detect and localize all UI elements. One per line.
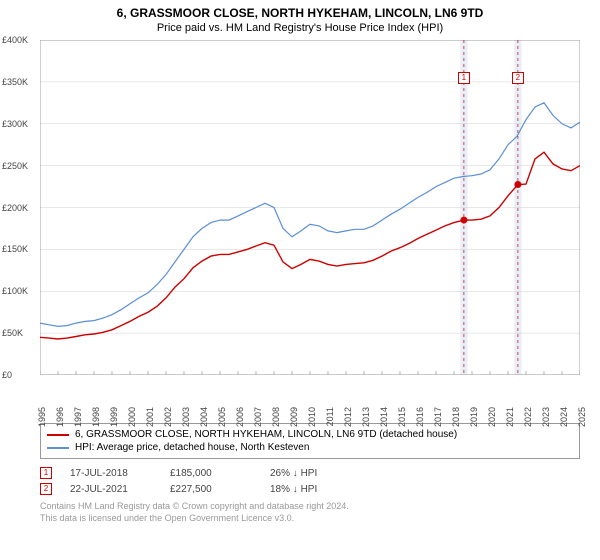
sales-row-delta: 18% ↓ HPI <box>270 484 370 495</box>
x-axis-label: 2018 <box>451 407 461 427</box>
x-axis-label: 2019 <box>469 407 479 427</box>
y-axis-label: £300K <box>2 119 28 129</box>
x-axis-label: 2004 <box>199 407 209 427</box>
chart-svg <box>40 40 580 375</box>
sales-row-marker: 2 <box>40 483 52 495</box>
x-axis-label: 1995 <box>37 407 47 427</box>
x-axis-label: 1999 <box>109 407 119 427</box>
x-axis-label: 2012 <box>343 407 353 427</box>
x-axis-label: 1998 <box>91 407 101 427</box>
x-axis-label: 2001 <box>145 407 155 427</box>
x-axis-label: 2011 <box>325 407 335 426</box>
x-axis-label: 1997 <box>73 407 83 427</box>
y-axis-label: £200K <box>2 203 28 213</box>
x-axis-label: 2005 <box>217 407 227 427</box>
x-axis-label: 2021 <box>505 407 515 427</box>
sales-row-marker: 1 <box>40 467 52 479</box>
plot-area: £0£50K£100K£150K£200K£250K£300K£350K£400… <box>40 40 580 375</box>
x-axis-label: 2015 <box>397 407 407 427</box>
attribution-line-2: This data is licensed under the Open Gov… <box>40 513 580 525</box>
x-axis-label: 2003 <box>181 407 191 427</box>
sales-table: 1 17-JUL-2018£185,00026% ↓ HPI 2 22-JUL-202… <box>40 465 580 497</box>
chart-subtitle: Price paid vs. HM Land Registry's House … <box>0 20 600 40</box>
y-axis-label: £0 <box>2 370 12 380</box>
x-axis-label: 2009 <box>289 407 299 427</box>
x-axis-label: 2017 <box>433 407 443 427</box>
x-axis-label: 2022 <box>523 407 533 427</box>
x-axis-label: 2014 <box>379 407 389 427</box>
legend-item: 6, GRASSMOOR CLOSE, NORTH HYKEHAM, LINCO… <box>47 428 573 441</box>
sales-row-date: 22-JUL-2021 <box>70 484 170 495</box>
y-axis-label: £250K <box>2 161 28 171</box>
x-axis-label: 2013 <box>361 407 371 427</box>
sales-row: 1 17-JUL-2018£185,00026% ↓ HPI <box>40 465 580 481</box>
legend-item: HPI: Average price, detached house, Nort… <box>47 441 573 454</box>
x-axis-label: 2007 <box>253 407 263 427</box>
sales-row-date: 17-JUL-2018 <box>70 468 170 479</box>
x-axis-label: 2016 <box>415 407 425 427</box>
x-axis-label: 2008 <box>271 407 281 427</box>
x-axis-label: 1996 <box>55 407 65 427</box>
attribution-line-1: Contains HM Land Registry data © Crown c… <box>40 501 580 513</box>
y-axis-label: £350K <box>2 77 28 87</box>
chart-container: 6, GRASSMOOR CLOSE, NORTH HYKEHAM, LINCO… <box>0 0 600 560</box>
x-axis-label: 2025 <box>577 407 587 427</box>
x-axis-label: 2006 <box>235 407 245 427</box>
sales-row-delta: 26% ↓ HPI <box>270 468 370 479</box>
sale-marker-2: 2 <box>512 72 524 84</box>
x-axis-label: 2023 <box>541 407 551 427</box>
x-axis-label: 2010 <box>307 407 317 427</box>
sale-marker-1: 1 <box>458 72 470 84</box>
y-axis-label: £100K <box>2 286 28 296</box>
sales-row-price: £227,500 <box>170 484 270 495</box>
legend-swatch <box>47 447 69 449</box>
y-axis-label: £50K <box>2 328 23 338</box>
sales-row-price: £185,000 <box>170 468 270 479</box>
x-axis-label: 2000 <box>127 407 137 427</box>
y-axis-label: £400K <box>2 35 28 45</box>
x-axis-label: 2002 <box>163 407 173 427</box>
legend-swatch <box>47 434 69 436</box>
attribution: Contains HM Land Registry data © Crown c… <box>40 501 580 524</box>
sales-row: 2 22-JUL-2021£227,50018% ↓ HPI <box>40 481 580 497</box>
x-axis-label: 2024 <box>559 407 569 427</box>
y-axis-label: £150K <box>2 244 28 254</box>
legend: 6, GRASSMOOR CLOSE, NORTH HYKEHAM, LINCO… <box>40 423 580 459</box>
chart-title: 6, GRASSMOOR CLOSE, NORTH HYKEHAM, LINCO… <box>0 0 600 20</box>
legend-label: HPI: Average price, detached house, Nort… <box>75 442 309 453</box>
x-axis-label: 2020 <box>487 407 497 427</box>
legend-label: 6, GRASSMOOR CLOSE, NORTH HYKEHAM, LINCO… <box>75 429 457 440</box>
